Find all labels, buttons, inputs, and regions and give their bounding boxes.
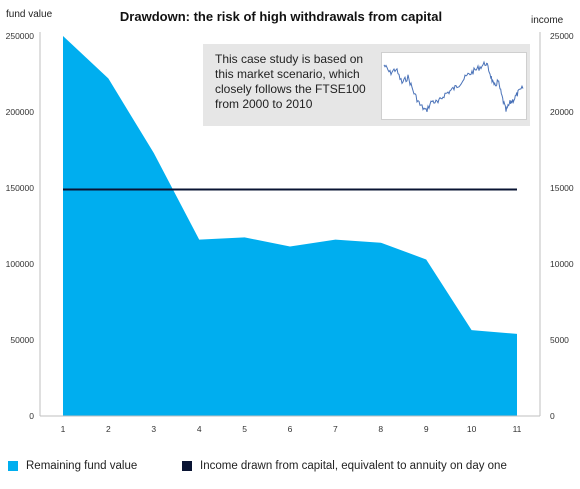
left-tick-label: 0 bbox=[29, 411, 34, 421]
x-tick-label: 7 bbox=[333, 424, 338, 434]
right-tick-label: 0 bbox=[550, 411, 555, 421]
left-axis-title: fund value bbox=[6, 9, 53, 20]
left-tick-label: 150000 bbox=[6, 183, 35, 193]
fund-value-area bbox=[63, 36, 517, 416]
legend-item-fund-value: Remaining fund value bbox=[8, 460, 137, 472]
chart-title: Drawdown: the risk of high withdrawals f… bbox=[120, 9, 442, 24]
tick-label-layer: 0 50000 100000 150000 200000 250000 0 5000 10000… bbox=[6, 31, 574, 434]
right-tick-label: 10000 bbox=[550, 259, 574, 269]
left-tick-label: 50000 bbox=[10, 335, 34, 345]
x-tick-label: 8 bbox=[378, 424, 383, 434]
left-tick-label: 250000 bbox=[6, 31, 35, 41]
right-tick-label: 20000 bbox=[550, 107, 574, 117]
x-tick-label: 1 bbox=[61, 424, 66, 434]
x-tick-label: 9 bbox=[424, 424, 429, 434]
x-tick-label: 4 bbox=[197, 424, 202, 434]
sparkline-path bbox=[383, 60, 524, 113]
x-tick-label: 6 bbox=[288, 424, 293, 434]
inset-description: This case study is based on this market … bbox=[215, 52, 366, 111]
left-tick-label: 200000 bbox=[6, 107, 35, 117]
x-tick-label: 10 bbox=[467, 424, 477, 434]
chart-legend: Remaining fund value Income drawn from c… bbox=[8, 460, 573, 478]
ftse100-sparkline bbox=[381, 52, 527, 120]
right-axis-title: income bbox=[531, 15, 564, 26]
right-tick-label: 15000 bbox=[550, 183, 574, 193]
sparkline-svg bbox=[383, 60, 524, 113]
right-tick-label: 25000 bbox=[550, 31, 574, 41]
legend-swatch-area bbox=[8, 461, 18, 471]
left-tick-label: 100000 bbox=[6, 259, 35, 269]
x-tick-label: 3 bbox=[151, 424, 156, 434]
right-tick-label: 5000 bbox=[550, 335, 569, 345]
x-tick-label: 11 bbox=[513, 424, 522, 434]
scenario-inset: This case study is based on this market … bbox=[203, 44, 530, 126]
axes-layer bbox=[39, 32, 541, 417]
legend-label-income: Income drawn from capital, equivalent to… bbox=[200, 460, 507, 472]
legend-label-fund-value: Remaining fund value bbox=[26, 460, 138, 472]
x-tick-label: 2 bbox=[106, 424, 111, 434]
x-tick-label: 5 bbox=[242, 424, 247, 434]
fund-value-area-layer bbox=[63, 36, 517, 416]
legend-item-income: Income drawn from capital, equivalent to… bbox=[182, 460, 507, 472]
legend-swatch-line bbox=[182, 461, 192, 471]
